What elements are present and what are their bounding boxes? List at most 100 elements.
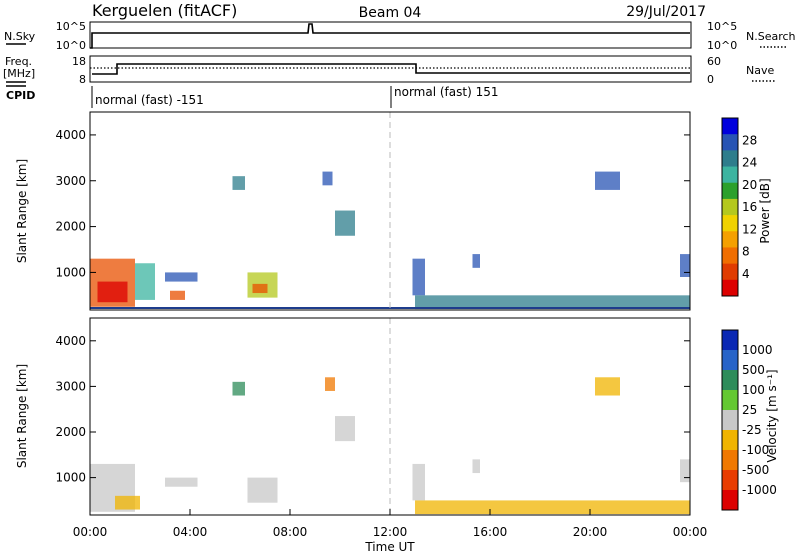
- freq-tick-top: 18: [72, 55, 86, 68]
- x-tick-label: 12:00: [373, 525, 408, 539]
- x-tick-label: 16:00: [473, 525, 508, 539]
- scatter-region: [247, 477, 278, 503]
- colorbar-swatch: [722, 166, 738, 184]
- colorbar-tick-label: 25: [742, 403, 757, 417]
- colorbar-tick-label: 4: [742, 267, 750, 281]
- scatter-region: [115, 495, 140, 510]
- colorbar-swatch: [722, 450, 738, 471]
- velocity-colorbar: 1000 500 100 25 -25 -100 -500 -1000: [721, 329, 777, 511]
- colorbar-swatch: [722, 279, 738, 297]
- nsky-frame: [89, 21, 692, 49]
- nave-tick-top: 60: [707, 55, 721, 68]
- colorbar-swatch: [722, 150, 738, 168]
- x-tick-label: 00:00: [673, 525, 708, 539]
- colorbar-swatch: [722, 330, 738, 351]
- colorbar-tick-label: -1000: [742, 483, 777, 497]
- freq-unit: [MHz]: [3, 67, 35, 80]
- colorbar-swatch: [722, 490, 738, 511]
- time-axis-label: Time UT: [364, 540, 415, 554]
- colorbar-tick-label: 16: [742, 200, 757, 214]
- y-tick-label: 3000: [55, 379, 86, 393]
- colorbar-tick-label: 20: [742, 178, 757, 192]
- x-tick-label: 20:00: [573, 525, 608, 539]
- x-tick-label: 04:00: [173, 525, 208, 539]
- scatter-region: [322, 171, 333, 186]
- scatter-region: [680, 459, 690, 483]
- date-label: 29/Jul/2017: [626, 4, 706, 20]
- colorbar-swatch: [722, 215, 738, 232]
- colorbar-tick-label: 1000: [742, 343, 773, 357]
- scatter-region: [680, 254, 690, 277]
- power-ylabel: Slant Range [km]: [15, 159, 29, 263]
- colorbar-tick-label: 24: [742, 156, 757, 170]
- y-tick-label: 1000: [55, 471, 86, 485]
- time-axis: 00:00 04:00 08:00 12:00 16:00 20:00 00:00: [73, 509, 708, 539]
- scatter-region: [232, 381, 245, 396]
- colorbar-swatch: [722, 198, 738, 216]
- scatter-region: [165, 477, 198, 487]
- colorbar-swatch: [722, 263, 738, 281]
- scatter-region: [97, 281, 128, 303]
- y-tick-label: 4000: [55, 334, 86, 348]
- power-data: [90, 171, 690, 310]
- colorbar-swatch: [722, 118, 738, 135]
- scatter-region: [595, 377, 620, 396]
- nsky-tick-top: 10^5: [56, 20, 86, 33]
- scatter-region: [335, 210, 355, 236]
- scatter-region: [595, 171, 620, 190]
- colorbar-tick-label: 100: [742, 383, 765, 397]
- colorbar-tick-label: -500: [742, 463, 769, 477]
- x-tick-label: 08:00: [273, 525, 308, 539]
- station-title: Kerguelen (fitACF): [92, 1, 237, 20]
- colorbar-swatch: [722, 350, 738, 371]
- colorbar-tick-label: 12: [742, 222, 757, 236]
- y-tick-label: 2000: [55, 425, 86, 439]
- power-panel: 4000 3000 2000 1000 Slant Range [km] 28 24 20…: [15, 111, 772, 311]
- x-tick-label: 00:00: [73, 525, 108, 539]
- velocity-colorbar-label: Velocity [m s⁻¹]: [765, 369, 779, 462]
- nsearch-label: N.Search: [746, 30, 796, 43]
- nsky-panel: N.Sky 10^5 10^0 10^5 10^0 N.Search: [4, 20, 796, 52]
- power-frame: [89, 111, 691, 311]
- scatter-region: [232, 176, 245, 190]
- cpid-segment-2: normal (fast) 151: [394, 85, 498, 99]
- y-tick-label: 1000: [55, 265, 86, 279]
- freq-label: Freq.: [5, 55, 32, 68]
- beam-label: Beam 04: [359, 5, 422, 21]
- scatter-region: [472, 254, 480, 268]
- colorbar-swatch: [722, 231, 738, 248]
- freq-trace: [92, 63, 690, 75]
- colorbar-tick-label: 28: [742, 133, 757, 147]
- power-y-axis: 4000 3000 2000 1000: [55, 128, 690, 279]
- freq-tick-bottom: 8: [79, 73, 86, 86]
- scatter-region: [472, 459, 480, 474]
- scatter-region: [325, 377, 335, 391]
- colorbar-swatch: [722, 410, 738, 431]
- colorbar-swatch: [722, 390, 738, 411]
- cpid-row: CPID normal (fast) -151 normal (fast) 15…: [6, 85, 498, 108]
- colorbar-tick-label: 8: [742, 245, 750, 259]
- colorbar-tick-label: 500: [742, 363, 765, 377]
- power-colorbar: 28 24 20 16 12 8 4: [721, 117, 757, 297]
- power-colorbar-label: Power [dB]: [758, 178, 772, 243]
- scatter-region: [252, 283, 268, 294]
- velocity-data: [90, 377, 690, 515]
- nsearch-tick-bottom: 10^0: [707, 39, 737, 52]
- nsky-tick-bottom: 10^0: [56, 39, 86, 52]
- freq-panel: Freq. [MHz] 18 8 60 0 Nave: [3, 55, 775, 86]
- scatter-region: [335, 416, 355, 442]
- y-tick-label: 3000: [55, 174, 86, 188]
- colorbar-swatch: [722, 247, 738, 265]
- colorbar-tick-label: -25: [742, 423, 762, 437]
- cpid-label: CPID: [6, 89, 35, 102]
- scatter-region: [415, 500, 690, 515]
- scatter-region: [412, 463, 425, 501]
- nsearch-tick-top: 10^5: [707, 20, 737, 33]
- colorbar-frame: [721, 117, 739, 297]
- cpid-segment-1: normal (fast) -151: [95, 93, 204, 107]
- nave-label: Nave: [746, 64, 774, 77]
- scatter-region: [415, 295, 690, 310]
- colorbar-swatch: [722, 370, 738, 391]
- velocity-ylabel: Slant Range [km]: [15, 364, 29, 468]
